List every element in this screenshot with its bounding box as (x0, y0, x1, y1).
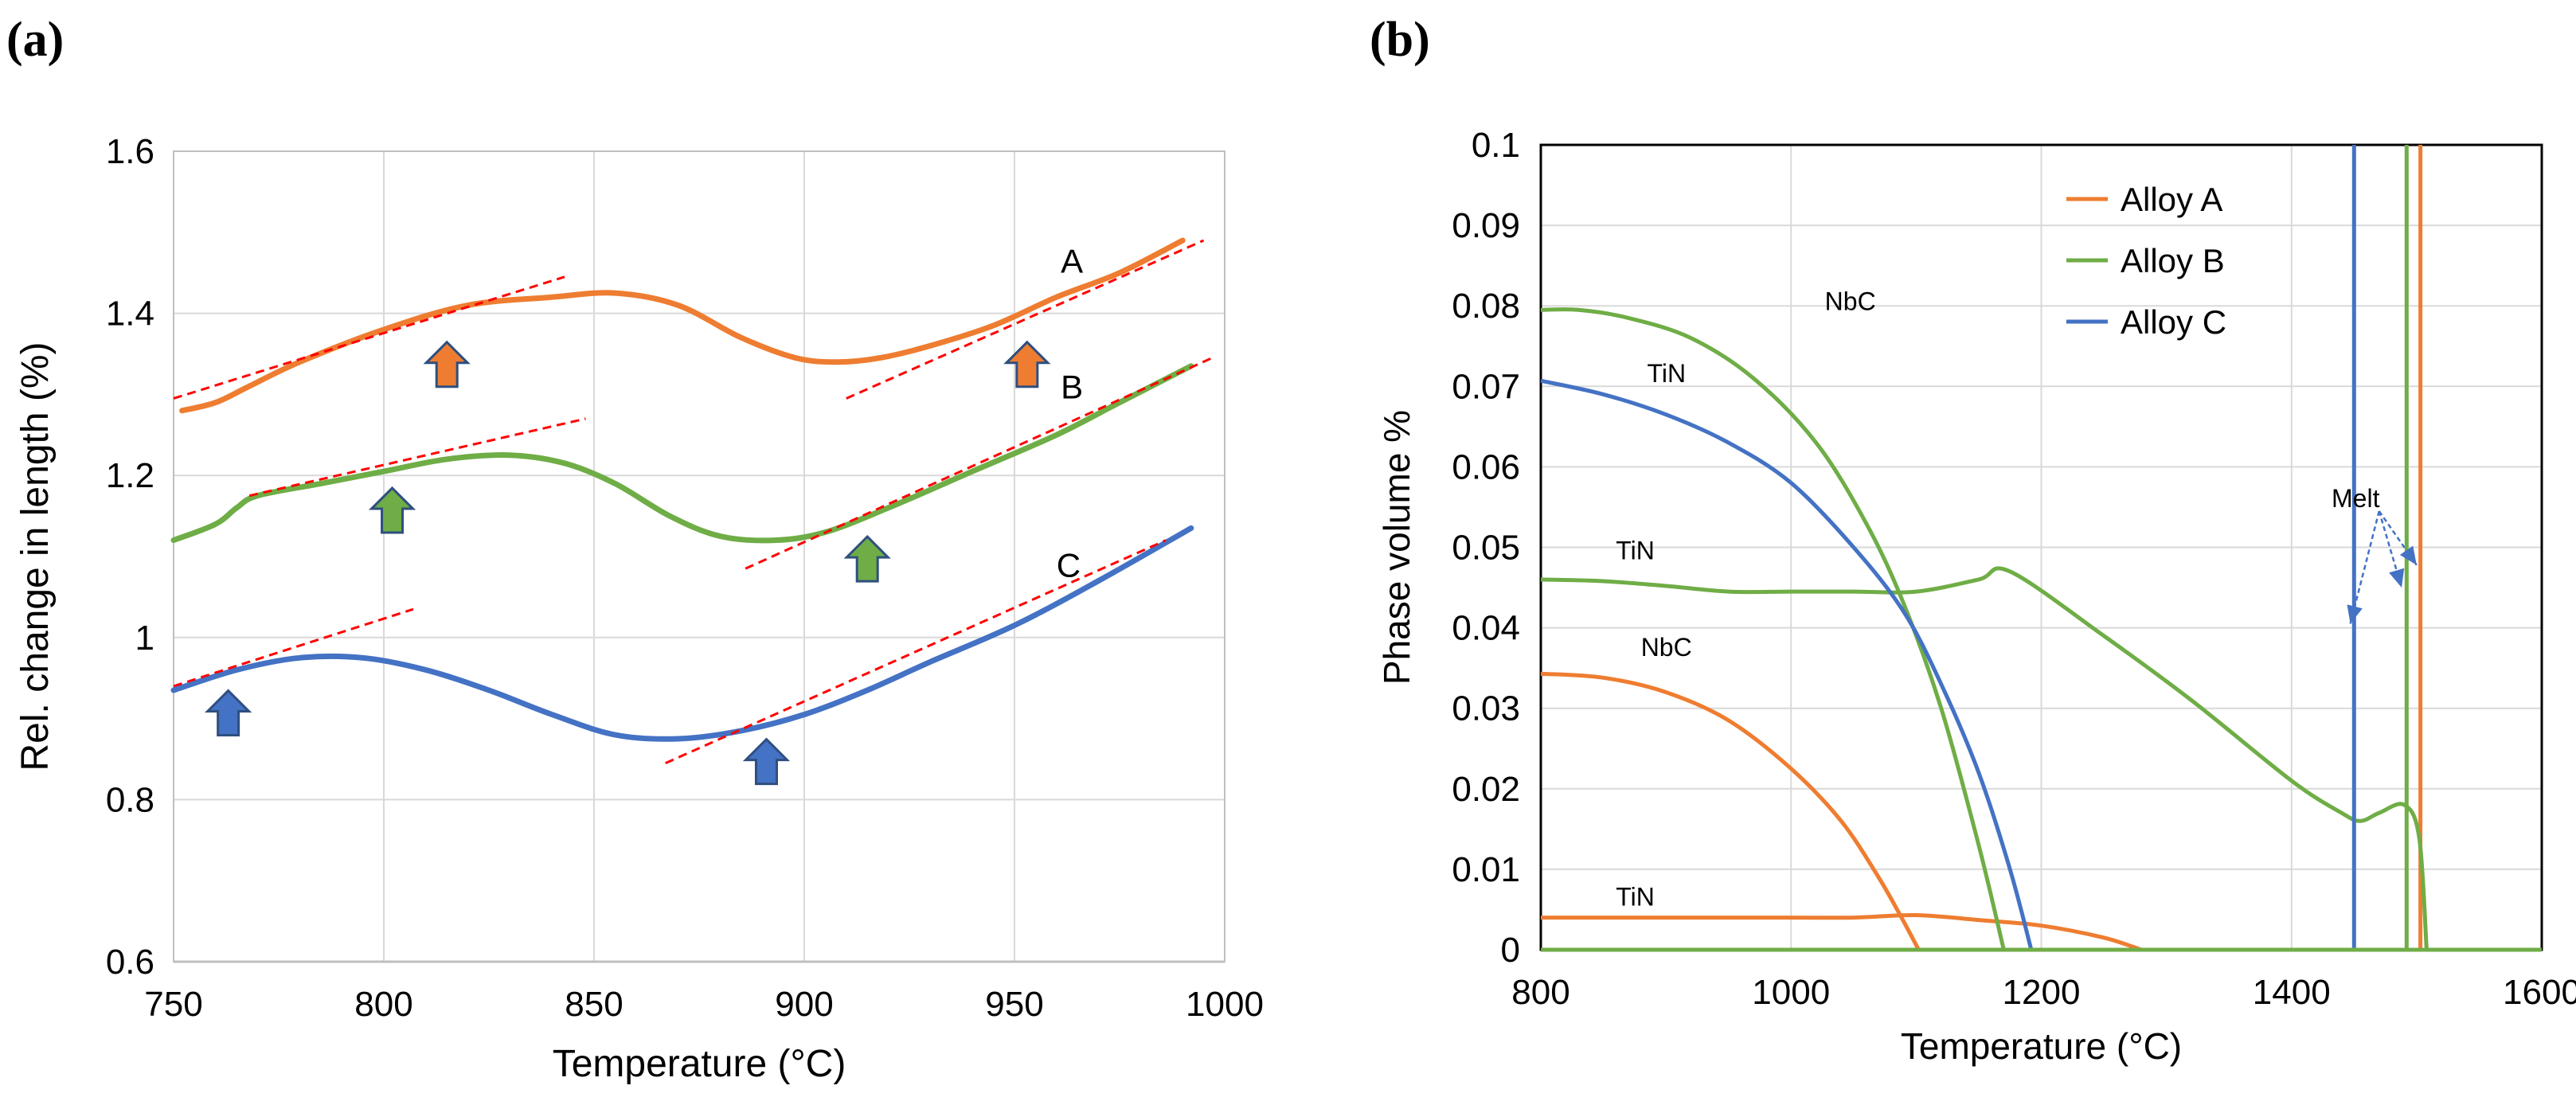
phase-label-tin: TiN (1616, 537, 1655, 565)
phase-label-melt: Melt (2332, 484, 2380, 513)
series-alloy-a-nbc-line (1540, 671, 1921, 951)
y-tick-label: 0.03 (1452, 689, 1520, 728)
series-label-b: B (1061, 368, 1083, 405)
series-b-line (170, 363, 1194, 544)
transition-arrow-marker (205, 689, 252, 737)
transition-arrow-marker (368, 486, 416, 534)
transition-arrow-marker (843, 534, 891, 583)
x-axis-title: Temperature (°C) (1901, 1025, 2182, 1067)
x-tick-label: 850 (565, 985, 623, 1024)
tangent-line (745, 357, 1213, 570)
tangent-line (173, 607, 414, 688)
x-tick-label: 900 (775, 985, 833, 1024)
phase-label-tin: TiN (1648, 359, 1687, 388)
y-tick-label: 0 (1501, 931, 1520, 970)
melt-arrow (2378, 510, 2418, 566)
y-axis-title: Rel. change in length (%) (14, 342, 57, 771)
series-alloy-c-tin-line (1540, 378, 2034, 951)
panel-a-label: (a) (6, 13, 64, 67)
y-tick-label: 0.02 (1452, 770, 1520, 809)
series-alloy-a-tin-line (1540, 912, 2142, 952)
y-tick-label: 1.4 (106, 295, 154, 334)
y-tick-label: 0.06 (1452, 447, 1520, 486)
y-tick-label: 1 (135, 619, 154, 658)
y-tick-label: 0.09 (1452, 206, 1520, 245)
transition-arrow-marker (423, 340, 471, 389)
x-tick-label: 750 (144, 985, 202, 1024)
x-tick-label: 800 (1511, 973, 1569, 1012)
legend-entry: Alloy B (2121, 242, 2225, 279)
panel-b-chart: (b) 800 1000 1200 1400 1600 0 0.01 0.02 0.03 0.04 0… (1370, 13, 2576, 1067)
melt-arrow (2347, 510, 2380, 624)
panel-b-label: (b) (1370, 13, 1430, 67)
y-tick-label: 0.07 (1452, 367, 1520, 406)
y-tick-label: 1.6 (106, 132, 154, 171)
phase-label-nbc: NbC (1641, 633, 1692, 662)
panel-a-chart: (a) 750 800 850 900 950 1000 0.6 0.8 1 1.2 1.4 1.6 Te… (6, 13, 1264, 1085)
series-label-a: A (1061, 243, 1083, 280)
x-tick-label: 950 (985, 985, 1043, 1024)
series-label-c: C (1057, 546, 1081, 584)
tangent-line (248, 417, 586, 498)
x-tick-label: 1000 (1186, 985, 1264, 1024)
x-tick-label: 800 (354, 985, 412, 1024)
y-tick-label: 1.2 (106, 456, 154, 495)
phase-label-tin: TiN (1616, 882, 1655, 911)
x-tick-label: 1400 (2253, 973, 2331, 1012)
tangent-line (173, 275, 565, 400)
series-a-line (179, 237, 1186, 414)
y-tick-label: 0.08 (1452, 287, 1520, 326)
y-tick-label: 0.05 (1452, 529, 1520, 568)
x-axis-title: Temperature (°C) (553, 1043, 846, 1085)
y-axis-title: Phase volume % (1376, 410, 1417, 685)
legend-entry: Alloy C (2121, 303, 2226, 341)
legend-entry: Alloy A (2121, 181, 2222, 218)
phase-label-nbc: NbC (1825, 287, 1876, 315)
transition-arrow-marker (742, 737, 791, 786)
x-tick-label: 1200 (2003, 973, 2081, 1012)
tangent-line (846, 239, 1205, 400)
y-tick-label: 0.6 (106, 943, 154, 982)
series-c-line (170, 525, 1194, 742)
series-alloy-b-nbc-line (1540, 307, 2006, 951)
y-tick-label: 0.8 (106, 780, 154, 819)
transition-arrow-marker (1003, 340, 1051, 389)
series-alloy-b-tin-line (1540, 566, 2429, 951)
tangent-line (665, 539, 1167, 764)
melt-arrow (2378, 510, 2405, 588)
x-tick-label: 1000 (1752, 973, 1830, 1012)
x-tick-label: 1600 (2503, 973, 2576, 1012)
y-tick-label: 0.01 (1452, 850, 1520, 889)
y-tick-label: 0.1 (1472, 126, 1520, 165)
y-tick-label: 0.04 (1452, 609, 1520, 648)
